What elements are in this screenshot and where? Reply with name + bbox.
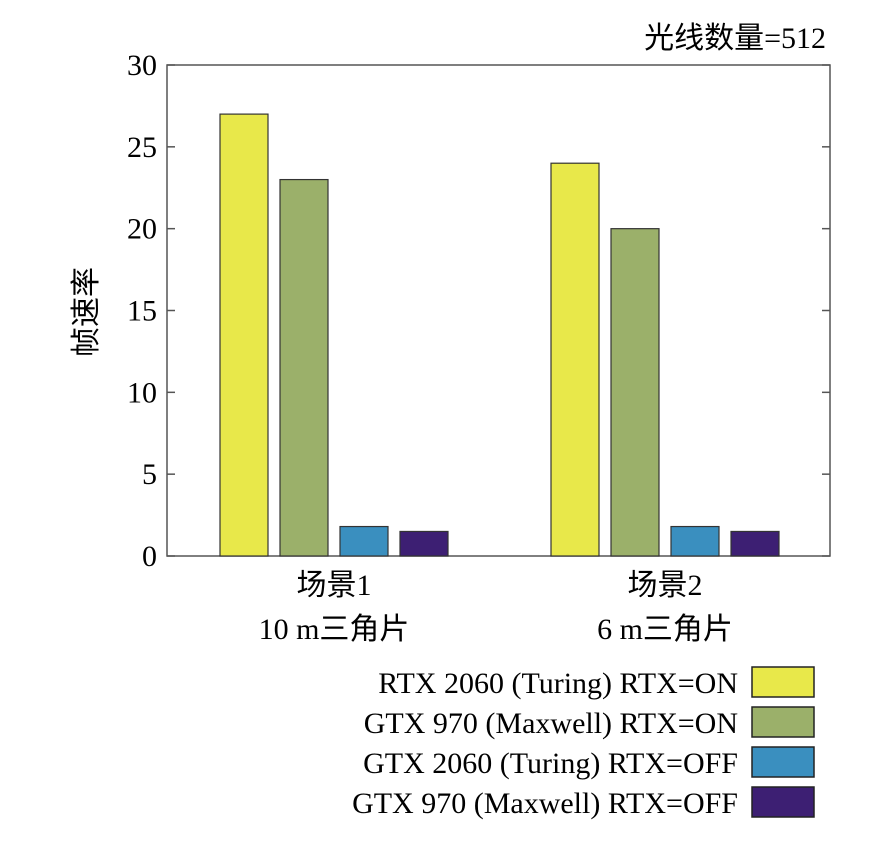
y-tick-label: 10 (127, 376, 157, 409)
legend-label: GTX 2060 (Turing) RTX=OFF (363, 747, 738, 780)
x-category-label: 场景1 (297, 569, 372, 602)
legend-swatch (751, 666, 815, 698)
bar (279, 178, 329, 557)
bar (670, 525, 720, 557)
legend-label: GTX 970 (Maxwell) RTX=ON (364, 707, 738, 740)
y-tick-label: 30 (127, 49, 157, 82)
legend-swatch (751, 746, 815, 778)
legend-label: RTX 2060 (Turing) RTX=ON (378, 667, 738, 700)
chart-axes (166, 64, 831, 557)
y-tick-label: 20 (127, 213, 157, 246)
bar (339, 525, 389, 557)
bar (219, 113, 269, 557)
bar (730, 530, 780, 557)
bar (550, 162, 600, 557)
y-tick-label: 0 (142, 540, 157, 573)
bar (610, 228, 660, 557)
legend-swatch (751, 786, 815, 818)
y-axis-label: 帧速率 (70, 267, 103, 357)
x-category-label: 6 m三角片 (597, 613, 733, 646)
chart-bars (219, 113, 780, 557)
legend-swatch (751, 706, 815, 738)
y-tick-label: 25 (127, 131, 157, 164)
bar (399, 530, 449, 557)
x-category-label: 10 m三角片 (259, 613, 410, 646)
y-tick-label: 15 (127, 295, 157, 328)
legend-label: GTX 970 (Maxwell) RTX=OFF (352, 787, 738, 820)
x-category-label: 场景2 (628, 569, 703, 602)
chart-labels: 0 5 10 15 20 25 30 场景1 10 m三角片 场景2 6 m三角片 光线数量=512 帧… (70, 22, 826, 646)
chart-title: 光线数量=512 (644, 22, 826, 55)
chart-legend: RTX 2060 (Turing) RTX=ON GTX 970 (Maxwell… (352, 666, 815, 820)
y-tick-label: 5 (142, 458, 157, 491)
